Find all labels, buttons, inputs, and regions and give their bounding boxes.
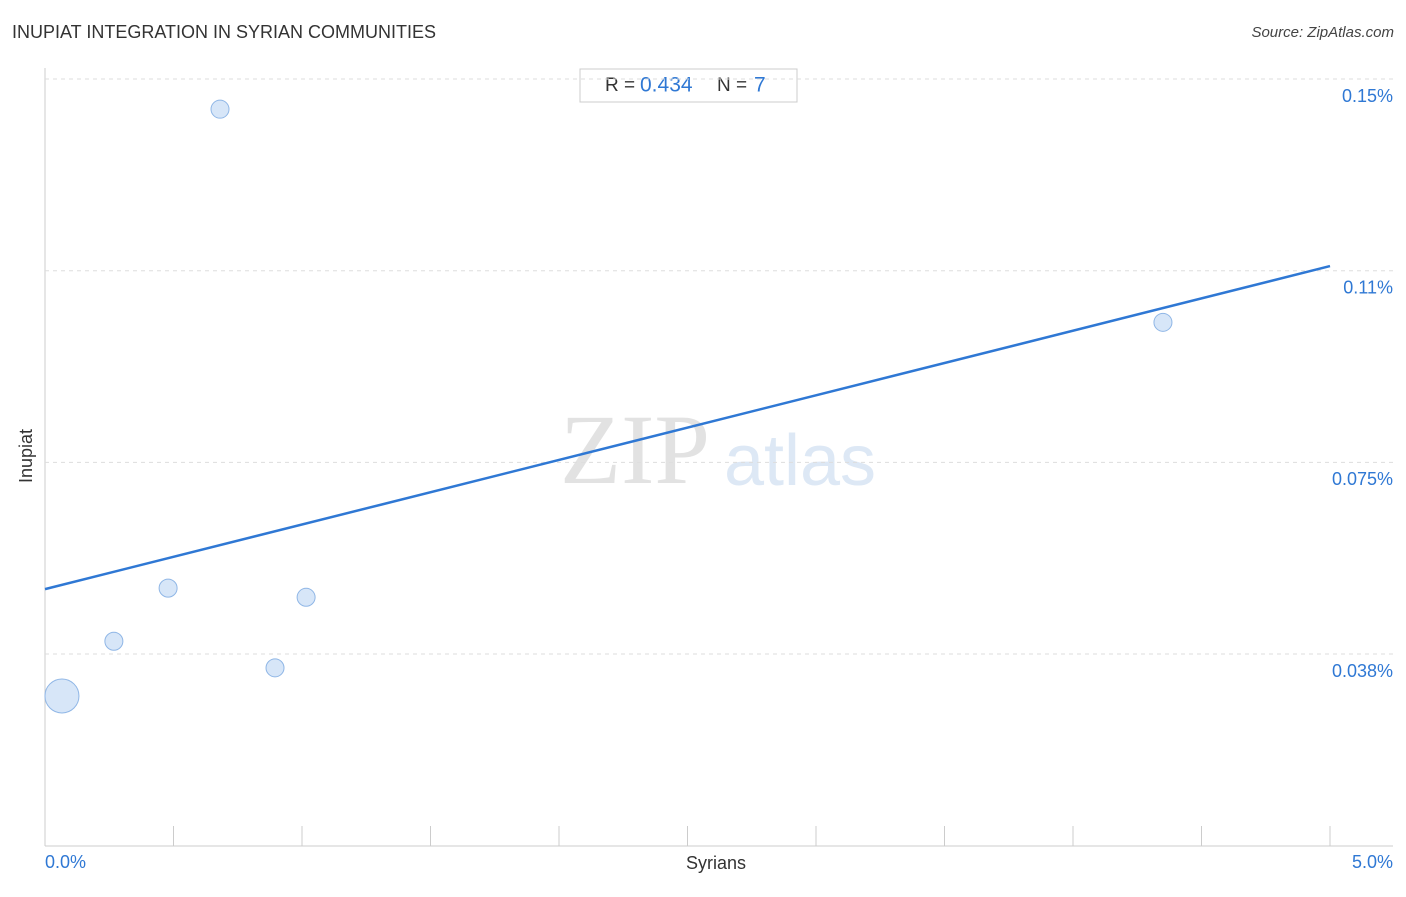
- y-tick-label: 0.11%: [1343, 277, 1393, 297]
- point: [1153, 312, 1173, 332]
- r-value: 0.434: [640, 74, 693, 97]
- r-label: R =: [605, 75, 635, 96]
- point: [104, 631, 124, 651]
- y-tick-label: 0.075%: [1332, 469, 1393, 489]
- x-axis-label: Syrians: [686, 853, 746, 873]
- source: Source: ZipAtlas.com: [1251, 24, 1394, 41]
- point: [44, 678, 80, 714]
- n-value: 7: [754, 74, 766, 97]
- watermark: ZIP: [560, 394, 710, 505]
- chart-title: INUPIAT INTEGRATION IN SYRIAN COMMUNITIE…: [12, 22, 436, 42]
- y-tick-label: 0.15%: [1342, 86, 1393, 106]
- point: [210, 99, 230, 119]
- n-label: N =: [717, 75, 747, 96]
- point: [158, 578, 178, 598]
- trend-line: [44, 264, 1331, 591]
- x-tick-label: 0.0%: [45, 852, 86, 872]
- stats-box: [579, 68, 798, 103]
- point: [296, 587, 316, 607]
- watermark: atlas: [724, 421, 876, 501]
- y-axis-label: Inupiat: [16, 429, 36, 483]
- x-tick-label: 5.0%: [1352, 852, 1393, 872]
- point: [265, 658, 285, 678]
- y-tick-label: 0.038%: [1332, 661, 1393, 681]
